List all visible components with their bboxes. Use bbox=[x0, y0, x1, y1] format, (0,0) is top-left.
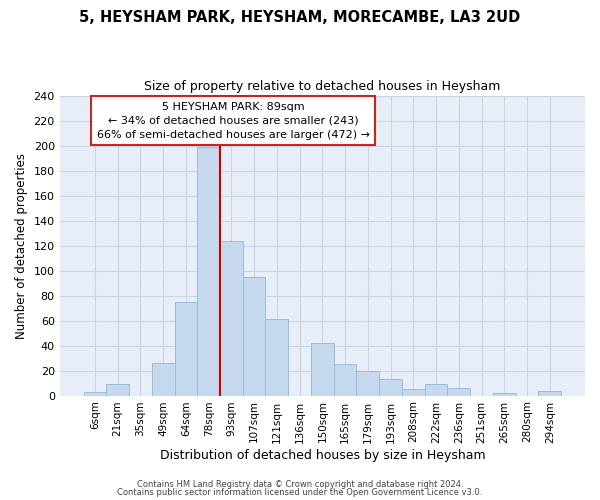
Bar bbox=[175, 302, 197, 396]
Bar bbox=[448, 388, 470, 396]
Bar bbox=[379, 380, 402, 396]
Bar bbox=[493, 393, 515, 396]
Bar bbox=[106, 384, 129, 396]
Text: 5 HEYSHAM PARK: 89sqm
← 34% of detached houses are smaller (243)
66% of semi-det: 5 HEYSHAM PARK: 89sqm ← 34% of detached … bbox=[97, 102, 370, 140]
Bar bbox=[243, 277, 265, 396]
Bar bbox=[197, 147, 220, 396]
X-axis label: Distribution of detached houses by size in Heysham: Distribution of detached houses by size … bbox=[160, 450, 485, 462]
Text: 5, HEYSHAM PARK, HEYSHAM, MORECAMBE, LA3 2UD: 5, HEYSHAM PARK, HEYSHAM, MORECAMBE, LA3… bbox=[79, 10, 521, 25]
Text: Contains HM Land Registry data © Crown copyright and database right 2024.: Contains HM Land Registry data © Crown c… bbox=[137, 480, 463, 489]
Bar bbox=[356, 370, 379, 396]
Bar bbox=[538, 390, 561, 396]
Bar bbox=[220, 240, 243, 396]
Bar bbox=[83, 392, 106, 396]
Bar bbox=[402, 390, 425, 396]
Bar bbox=[334, 364, 356, 396]
Bar bbox=[425, 384, 448, 396]
Bar bbox=[311, 343, 334, 396]
Title: Size of property relative to detached houses in Heysham: Size of property relative to detached ho… bbox=[144, 80, 500, 93]
Bar bbox=[265, 320, 288, 396]
Text: Contains public sector information licensed under the Open Government Licence v3: Contains public sector information licen… bbox=[118, 488, 482, 497]
Y-axis label: Number of detached properties: Number of detached properties bbox=[15, 152, 28, 338]
Bar bbox=[152, 363, 175, 396]
